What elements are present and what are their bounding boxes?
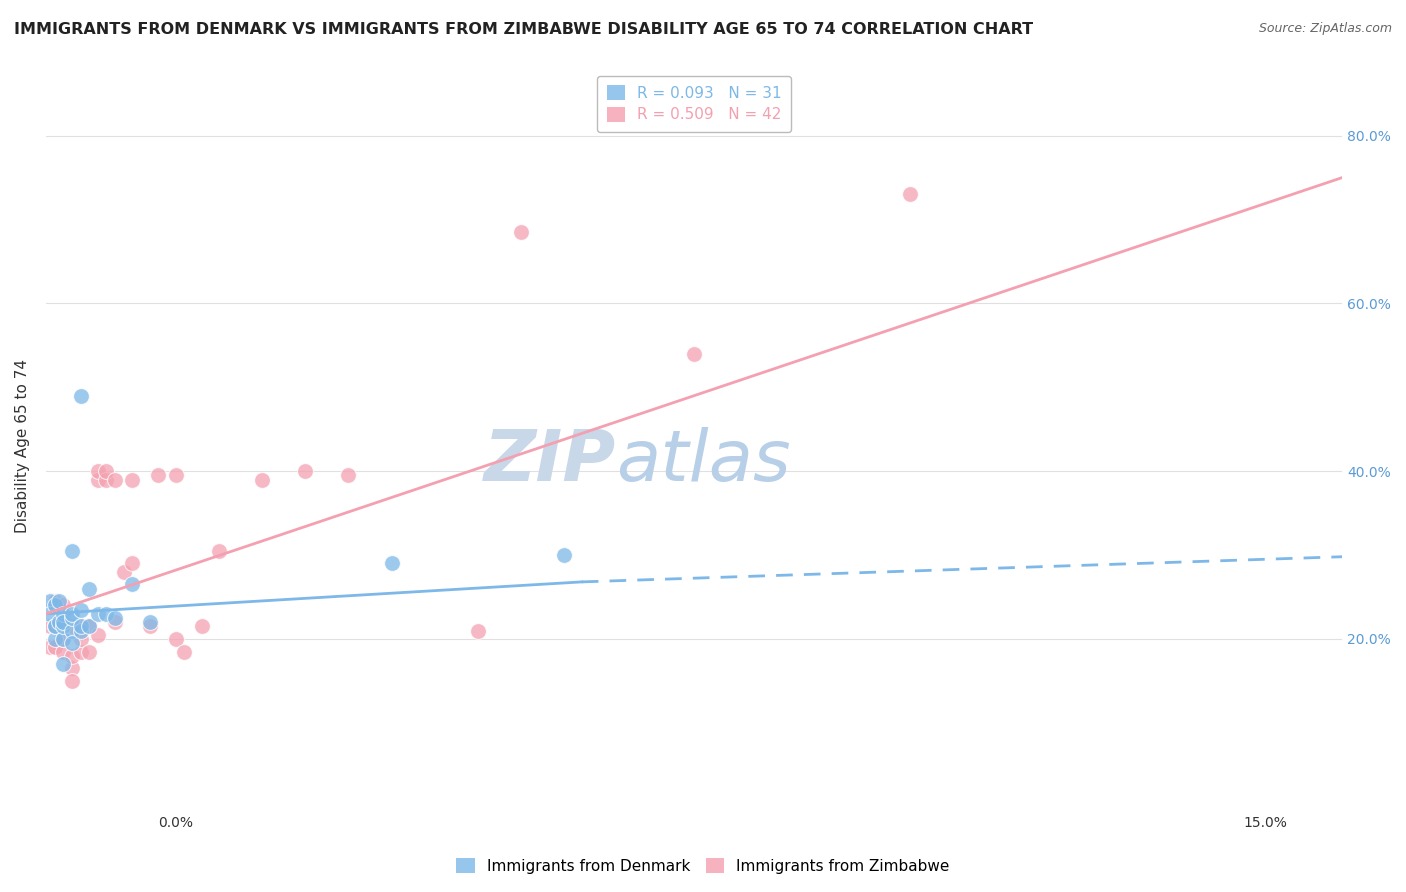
Point <box>60 611 83 625</box>
Point <box>60 661 83 675</box>
Point <box>77 644 100 658</box>
Point <box>294 464 316 478</box>
Point <box>467 624 489 638</box>
Point <box>77 619 100 633</box>
Point <box>44 599 66 613</box>
Point <box>250 473 273 487</box>
Point <box>39 640 62 655</box>
Point <box>44 632 66 646</box>
Point <box>52 607 75 621</box>
Point <box>381 557 404 571</box>
Text: 0.0%: 0.0% <box>159 816 193 830</box>
Point <box>165 468 187 483</box>
Point <box>77 582 100 596</box>
Point <box>173 644 195 658</box>
Point <box>60 648 83 663</box>
Point <box>112 565 135 579</box>
Point <box>60 636 83 650</box>
Point <box>69 389 91 403</box>
Point <box>60 619 83 633</box>
Point <box>52 644 75 658</box>
Point <box>39 594 62 608</box>
Point <box>121 577 143 591</box>
Point <box>44 594 66 608</box>
Point <box>553 548 575 562</box>
Point <box>52 632 75 646</box>
Point <box>87 473 110 487</box>
Point <box>510 225 533 239</box>
Point <box>77 619 100 633</box>
Point <box>69 602 91 616</box>
Text: atlas: atlas <box>616 426 792 496</box>
Point <box>60 624 83 638</box>
Point <box>104 473 127 487</box>
Point <box>337 468 360 483</box>
Point <box>69 619 91 633</box>
Point <box>104 615 127 629</box>
Point <box>69 632 91 646</box>
Legend: Immigrants from Denmark, Immigrants from Zimbabwe: Immigrants from Denmark, Immigrants from… <box>450 852 956 880</box>
Point <box>60 673 83 688</box>
Text: 15.0%: 15.0% <box>1243 816 1288 830</box>
Point <box>148 468 170 483</box>
Point <box>60 607 83 621</box>
Point <box>39 619 62 633</box>
Point <box>48 615 70 629</box>
Point <box>44 640 66 655</box>
Point <box>138 615 160 629</box>
Point <box>44 619 66 633</box>
Point <box>69 644 91 658</box>
Point <box>165 632 187 646</box>
Point <box>52 632 75 646</box>
Point <box>69 624 91 638</box>
Text: Source: ZipAtlas.com: Source: ZipAtlas.com <box>1258 22 1392 36</box>
Point <box>190 619 212 633</box>
Point <box>39 607 62 621</box>
Point <box>69 619 91 633</box>
Point <box>96 607 118 621</box>
Point <box>96 464 118 478</box>
Point <box>104 611 127 625</box>
Point <box>60 544 83 558</box>
Point <box>52 657 75 672</box>
Point <box>52 615 75 629</box>
Y-axis label: Disability Age 65 to 74: Disability Age 65 to 74 <box>15 359 30 533</box>
Point <box>48 615 70 629</box>
Text: IMMIGRANTS FROM DENMARK VS IMMIGRANTS FROM ZIMBABWE DISABILITY AGE 65 TO 74 CORR: IMMIGRANTS FROM DENMARK VS IMMIGRANTS FR… <box>14 22 1033 37</box>
Point <box>87 464 110 478</box>
Point <box>683 347 706 361</box>
Point <box>52 599 75 613</box>
Point <box>898 187 921 202</box>
Point <box>44 619 66 633</box>
Point <box>208 544 231 558</box>
Point <box>96 473 118 487</box>
Point <box>48 594 70 608</box>
Legend: R = 0.093   N = 31, R = 0.509   N = 42: R = 0.093 N = 31, R = 0.509 N = 42 <box>598 76 790 132</box>
Point <box>121 557 143 571</box>
Point <box>44 619 66 633</box>
Point <box>87 628 110 642</box>
Point <box>87 607 110 621</box>
Text: ZIP: ZIP <box>484 426 616 496</box>
Point <box>52 619 75 633</box>
Point <box>121 473 143 487</box>
Point <box>138 619 160 633</box>
